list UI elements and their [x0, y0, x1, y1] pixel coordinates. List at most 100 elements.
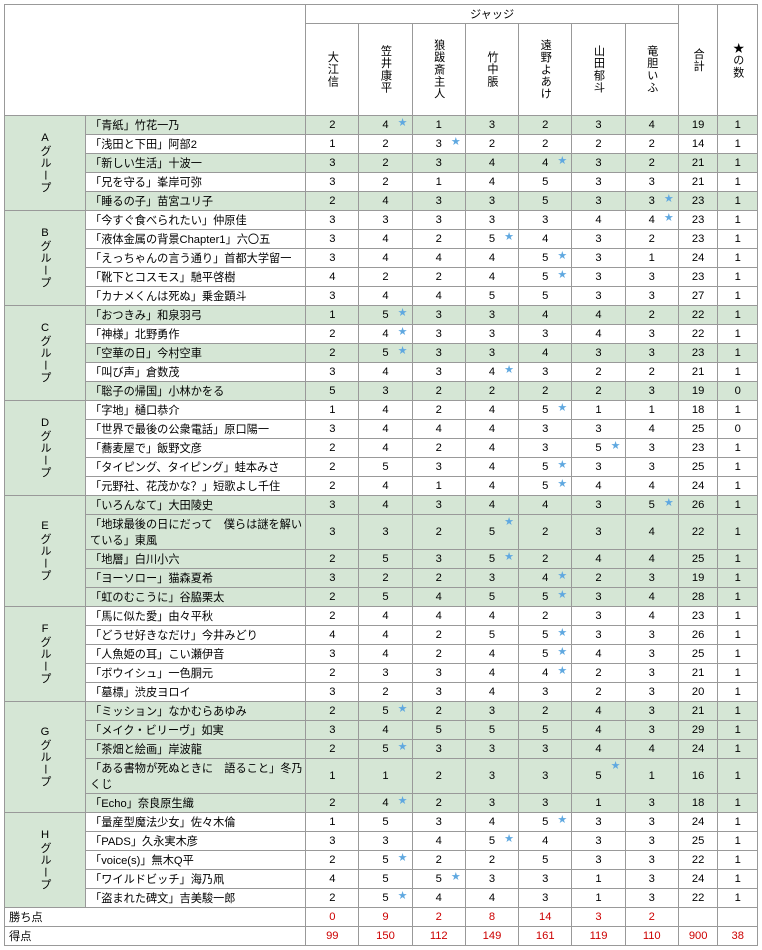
score-cell: 3 — [306, 515, 359, 550]
score-cell: 3★ — [625, 192, 678, 211]
score-cell: 4 — [359, 192, 412, 211]
score-cell: 2 — [572, 664, 625, 683]
score-cell: 3 — [572, 116, 625, 135]
row-total: 19 — [678, 569, 718, 588]
score-cell: 4 — [412, 249, 465, 268]
entry-title: 「タイピング、タイピング」蛙本みさ — [86, 458, 306, 477]
group-label-4: Eグループ — [5, 496, 86, 607]
score-cell: 3 — [306, 287, 359, 306]
star-icon: ★ — [557, 588, 567, 601]
entry-title: 「ヨーソロー」猫森夏希 — [86, 569, 306, 588]
score-cell: 4 — [465, 813, 518, 832]
blank-header — [5, 5, 306, 116]
row-stars: 1 — [718, 458, 758, 477]
score-cell: 4 — [519, 230, 572, 249]
judge-header-4: 遠野よあけ — [519, 24, 572, 116]
score-cell: 3 — [572, 287, 625, 306]
entry-title: 「空華の日」今村空車 — [86, 344, 306, 363]
entry-title: 「量産型魔法少女」佐々木倫 — [86, 813, 306, 832]
entry-title: 「カナメくんは死ぬ」乗金顕斗 — [86, 287, 306, 306]
table-row: 「カナメくんは死ぬ」乗金顕斗3445533271 — [5, 287, 758, 306]
judge-header-1: 笠井康平 — [359, 24, 412, 116]
score-cell: 3 — [572, 344, 625, 363]
group-label-7: Hグループ — [5, 813, 86, 908]
entry-title: 「PADS」久永実木彦 — [86, 832, 306, 851]
row-total: 22 — [678, 306, 718, 325]
points-cell: 161 — [519, 927, 572, 946]
entry-title: 「睡るの子」苗宮ユリ子 — [86, 192, 306, 211]
score-cell: 3 — [306, 569, 359, 588]
row-total: 21 — [678, 154, 718, 173]
score-cell: 2 — [519, 116, 572, 135]
score-cell: 4 — [572, 645, 625, 664]
row-total: 18 — [678, 794, 718, 813]
score-cell: 2 — [306, 664, 359, 683]
score-cell: 5 — [359, 813, 412, 832]
row-total: 25 — [678, 550, 718, 569]
score-cell: 2 — [519, 607, 572, 626]
score-cell: 2 — [625, 135, 678, 154]
row-stars: 1 — [718, 344, 758, 363]
score-cell: 3 — [625, 344, 678, 363]
score-cell: 4 — [465, 477, 518, 496]
score-cell: 2 — [359, 154, 412, 173]
score-cell: 4 — [572, 325, 625, 344]
score-cell: 3 — [306, 721, 359, 740]
score-cell: 2 — [306, 344, 359, 363]
row-total: 22 — [678, 851, 718, 870]
score-cell: 3 — [572, 268, 625, 287]
row-stars: 1 — [718, 515, 758, 550]
score-cell: 5★ — [465, 515, 518, 550]
row-stars: 1 — [718, 588, 758, 607]
score-cell: 3 — [625, 173, 678, 192]
score-cell: 1 — [306, 135, 359, 154]
entry-title: 「いろんなて」大田陵史 — [86, 496, 306, 515]
score-cell: 4 — [412, 287, 465, 306]
row-stars: 1 — [718, 496, 758, 515]
score-cell: 4 — [465, 607, 518, 626]
row-stars: 1 — [718, 832, 758, 851]
judge-header-2: 狼跋斎主人 — [412, 24, 465, 116]
score-cell: 4 — [625, 588, 678, 607]
score-cell: 1 — [306, 759, 359, 794]
score-cell: 2 — [412, 626, 465, 645]
score-cell: 2 — [412, 439, 465, 458]
score-cell: 5 — [465, 287, 518, 306]
wins-cell: 9 — [359, 908, 412, 927]
table-row: 「人魚姫の耳」こい瀬伊音34245★43251 — [5, 645, 758, 664]
table-row: 「叫び声」倉数茂3434★322211 — [5, 363, 758, 382]
score-cell: 4 — [465, 439, 518, 458]
row-total: 23 — [678, 439, 718, 458]
table-row: Hグループ「量産型魔法少女」佐々木倫15345★33241 — [5, 813, 758, 832]
score-cell: 5★ — [465, 230, 518, 249]
score-cell: 3 — [519, 740, 572, 759]
entry-title: 「神様」北野勇作 — [86, 325, 306, 344]
score-cell: 3 — [572, 420, 625, 439]
score-cell: 1 — [306, 306, 359, 325]
score-cell: 5★ — [519, 477, 572, 496]
score-cell: 2 — [306, 550, 359, 569]
score-cell: 4 — [359, 420, 412, 439]
score-cell: 3 — [625, 626, 678, 645]
score-cell: 4 — [412, 832, 465, 851]
score-cell: 3 — [412, 496, 465, 515]
score-cell: 2 — [306, 607, 359, 626]
entry-title: 「字地」樋口恭介 — [86, 401, 306, 420]
entry-title: 「元野社、花茂かな？」短歌よし千住 — [86, 477, 306, 496]
row-stars: 1 — [718, 645, 758, 664]
table-row: 「靴下とコスモス」馳平啓樹42245★33231 — [5, 268, 758, 287]
star-icon: ★ — [398, 325, 408, 338]
score-cell: 3 — [306, 683, 359, 702]
blank — [678, 908, 718, 927]
entry-title: 「聡子の帰国」小林かをる — [86, 382, 306, 401]
score-cell: 5 — [306, 382, 359, 401]
row-total: 14 — [678, 135, 718, 154]
star-icon: ★ — [557, 401, 567, 414]
score-cell: 5 — [359, 588, 412, 607]
row-total: 29 — [678, 721, 718, 740]
score-cell: 3 — [306, 420, 359, 439]
judges-header: ジャッジ — [306, 5, 679, 24]
score-cell: 4 — [465, 496, 518, 515]
score-cell: 5★ — [359, 344, 412, 363]
row-stars: 1 — [718, 702, 758, 721]
